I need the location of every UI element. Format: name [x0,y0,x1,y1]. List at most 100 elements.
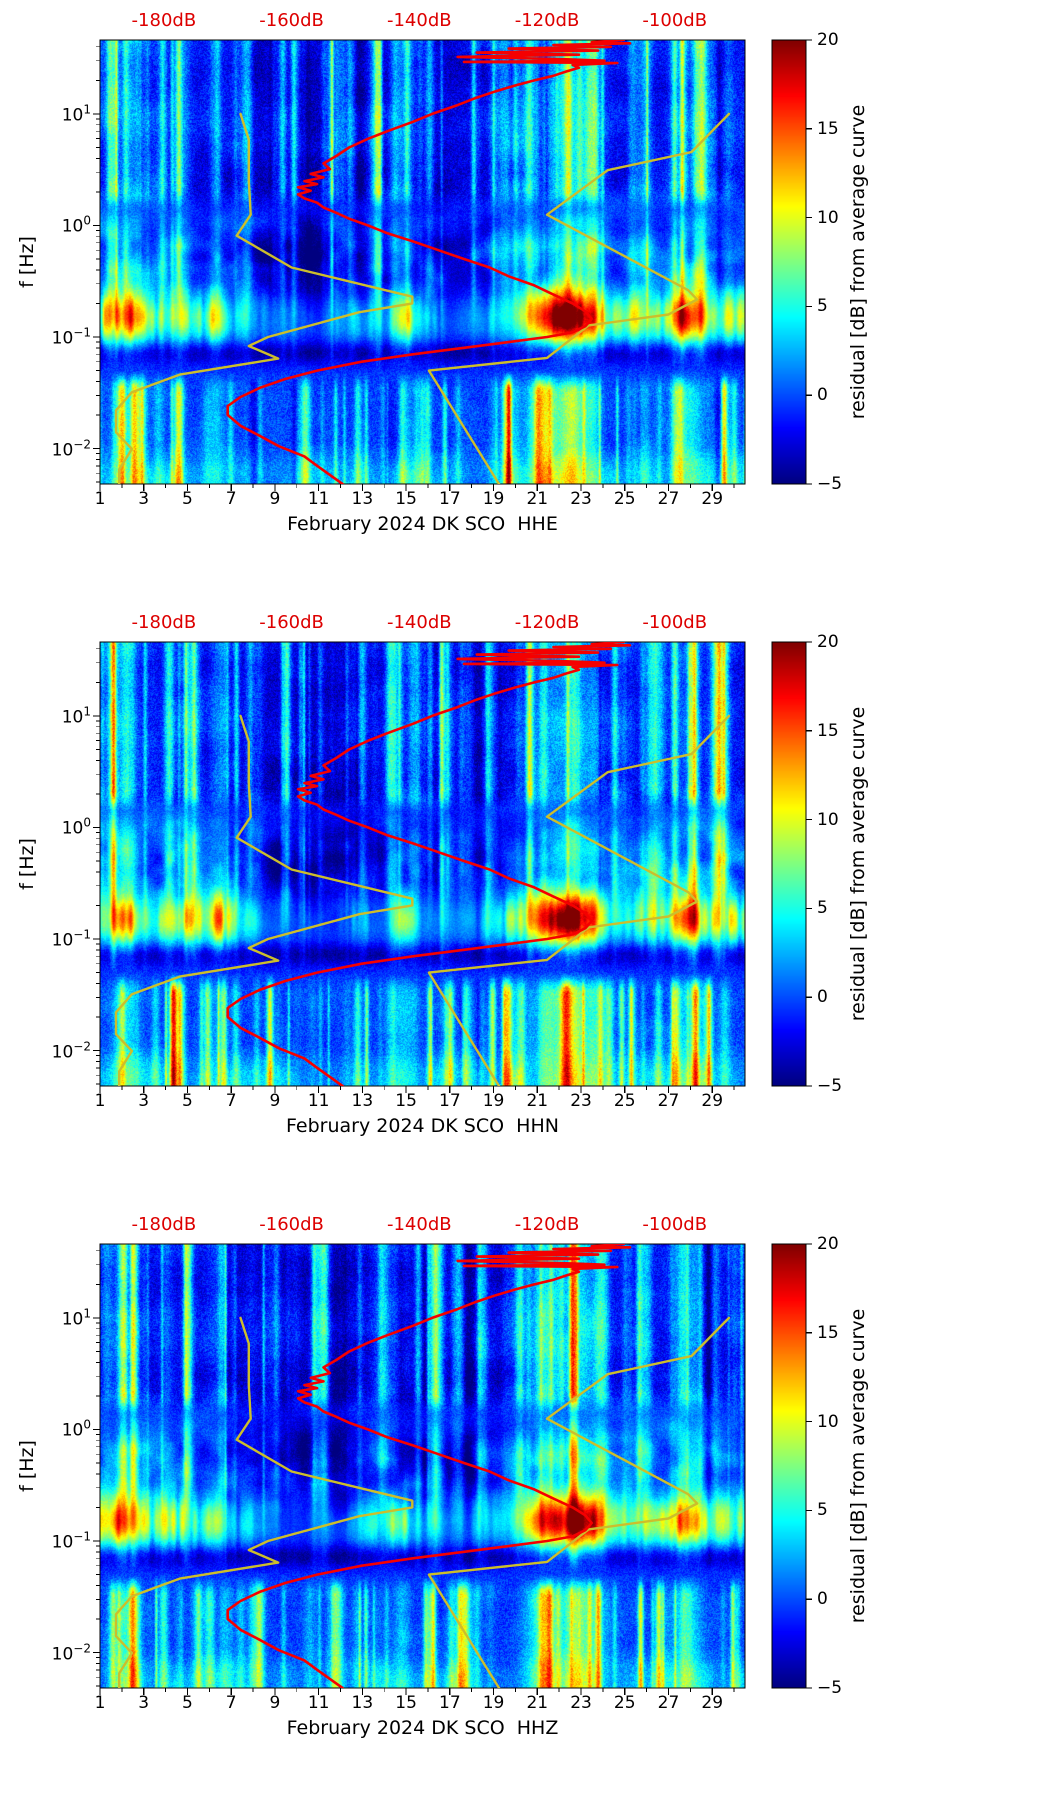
x-tick-label: 15 [395,1091,417,1111]
x-tick-label: 23 [570,1091,592,1111]
top-axis-tick-label: -120dB [514,10,580,31]
top-axis-tick-label: -120dB [514,1214,580,1235]
x-tick-label: 11 [307,489,330,509]
top-axis-tick-label: -120dB [514,612,580,633]
x-tick-label: 15 [395,1693,417,1713]
y-tick-label: 10−1 [51,927,91,951]
x-tick-label: 25 [613,1091,636,1111]
x-tick-label: 5 [182,1091,193,1111]
colorbar-tick-label: 15 [817,118,839,139]
top-axis-tick-label: -100dB [642,612,708,633]
y-tick-label: 100 [61,816,91,839]
spectrogram-panel-hhn: f [Hz] February 2024 DK SCO HHN residual… [0,602,1052,1204]
top-axis-tick-label: -180dB [131,1214,197,1235]
colorbar-tick-label: 5 [817,1500,828,1521]
y-tick-label: 100 [61,1418,91,1441]
x-tick-label: 23 [570,1693,592,1713]
colorbar-tick-label: 0 [817,1589,828,1610]
x-tick-label: 13 [351,1693,374,1713]
spectrogram-heatmap [100,1244,745,1688]
x-tick-label: 25 [613,1693,636,1713]
top-axis-tick-label: -100dB [642,1214,708,1235]
x-tick-label: 3 [138,489,150,509]
colorbar-tick-label: 15 [817,720,839,741]
x-tick-label: 7 [225,489,237,509]
colorbar-tick-label: 10 [817,809,839,830]
x-tick-label: 9 [269,489,281,509]
x-tick-label: 11 [307,1091,330,1111]
x-axis-label: February 2024 DK SCO HHN [286,1115,559,1137]
colorbar-gradient [772,40,806,484]
colorbar-tick-label: 20 [817,632,839,652]
top-axis-tick-label: -140dB [386,10,452,31]
colorbar-tick-label: 0 [817,987,828,1008]
x-tick-label: 9 [269,1693,281,1713]
top-axis-tick-label: -140dB [386,612,452,633]
colorbar-tick-label: −5 [817,1678,843,1698]
x-tick-label: 7 [225,1091,237,1111]
top-axis-tick-label: -180dB [131,10,197,31]
colorbar-tick-label: 10 [817,1411,839,1432]
x-tick-label: 27 [657,489,680,509]
colorbar-tick-label: 20 [817,30,839,50]
spectrogram-heatmap [100,40,745,484]
x-tick-label: 5 [182,489,193,509]
x-tick-label: 19 [482,1693,505,1713]
colorbar-tick-label: 10 [817,207,839,228]
y-tick-label: 101 [61,1306,91,1330]
colorbar-tick-label: 5 [817,898,828,919]
spectrogram-panel-hhe: f [Hz] February 2024 DK SCO HHE residual… [0,0,1052,602]
colorbar-tick-label: 0 [817,385,828,406]
x-tick-label: 29 [701,1091,724,1111]
colorbar-label: residual [dB] from average curve [847,1308,869,1624]
x-tick-label: 23 [570,489,592,509]
x-tick-label: 17 [439,489,461,509]
x-tick-label: 19 [482,489,505,509]
colorbar-tick-label: 15 [817,1322,839,1343]
x-tick-label: 21 [526,1091,549,1111]
x-tick-label: 15 [395,489,417,509]
y-tick-label: 10−1 [51,325,91,349]
x-tick-label: 1 [94,489,106,509]
x-tick-label: 29 [701,489,724,509]
y-axis-label: f [Hz] [16,236,38,288]
y-axis-label: f [Hz] [16,1440,38,1492]
y-tick-label: 10−2 [51,437,91,460]
colorbar-gradient [772,1244,806,1688]
x-tick-label: 3 [138,1693,150,1713]
colorbar-tick-label: −5 [817,474,843,494]
x-tick-label: 1 [94,1091,106,1111]
x-tick-label: 21 [526,489,549,509]
x-tick-label: 27 [657,1091,680,1111]
x-tick-label: 17 [439,1693,461,1713]
top-axis-tick-label: -140dB [386,1214,452,1235]
y-tick-label: 10−1 [51,1529,91,1553]
colorbar-label: residual [dB] from average curve [847,104,869,420]
top-axis-tick-label: -160dB [259,10,324,31]
x-tick-label: 13 [351,1091,374,1111]
x-tick-label: 27 [657,1693,680,1713]
colorbar-gradient [772,642,806,1086]
top-axis-tick-label: -100dB [642,10,708,31]
x-tick-label: 11 [307,1693,330,1713]
y-tick-label: 101 [61,704,91,728]
colorbar-label: residual [dB] from average curve [847,706,869,1022]
colorbar-tick-label: −5 [817,1076,843,1096]
x-tick-label: 1 [94,1693,106,1713]
x-tick-label: 17 [439,1091,461,1111]
x-tick-label: 5 [182,1693,193,1713]
y-tick-label: 10−2 [51,1641,91,1664]
y-tick-label: 101 [61,102,91,126]
x-tick-label: 25 [613,489,636,509]
colorbar-tick-label: 5 [817,296,828,317]
colorbar-tick-label: 20 [817,1234,839,1254]
x-tick-label: 9 [269,1091,281,1111]
top-axis-tick-label: -160dB [259,1214,324,1235]
x-tick-label: 21 [526,1693,549,1713]
x-tick-label: 13 [351,489,374,509]
x-tick-label: 19 [482,1091,505,1111]
spectrogram-panel-hhz: f [Hz] February 2024 DK SCO HHZ residual… [0,1204,1052,1806]
y-axis-label: f [Hz] [16,838,38,890]
x-tick-label: 7 [225,1693,237,1713]
